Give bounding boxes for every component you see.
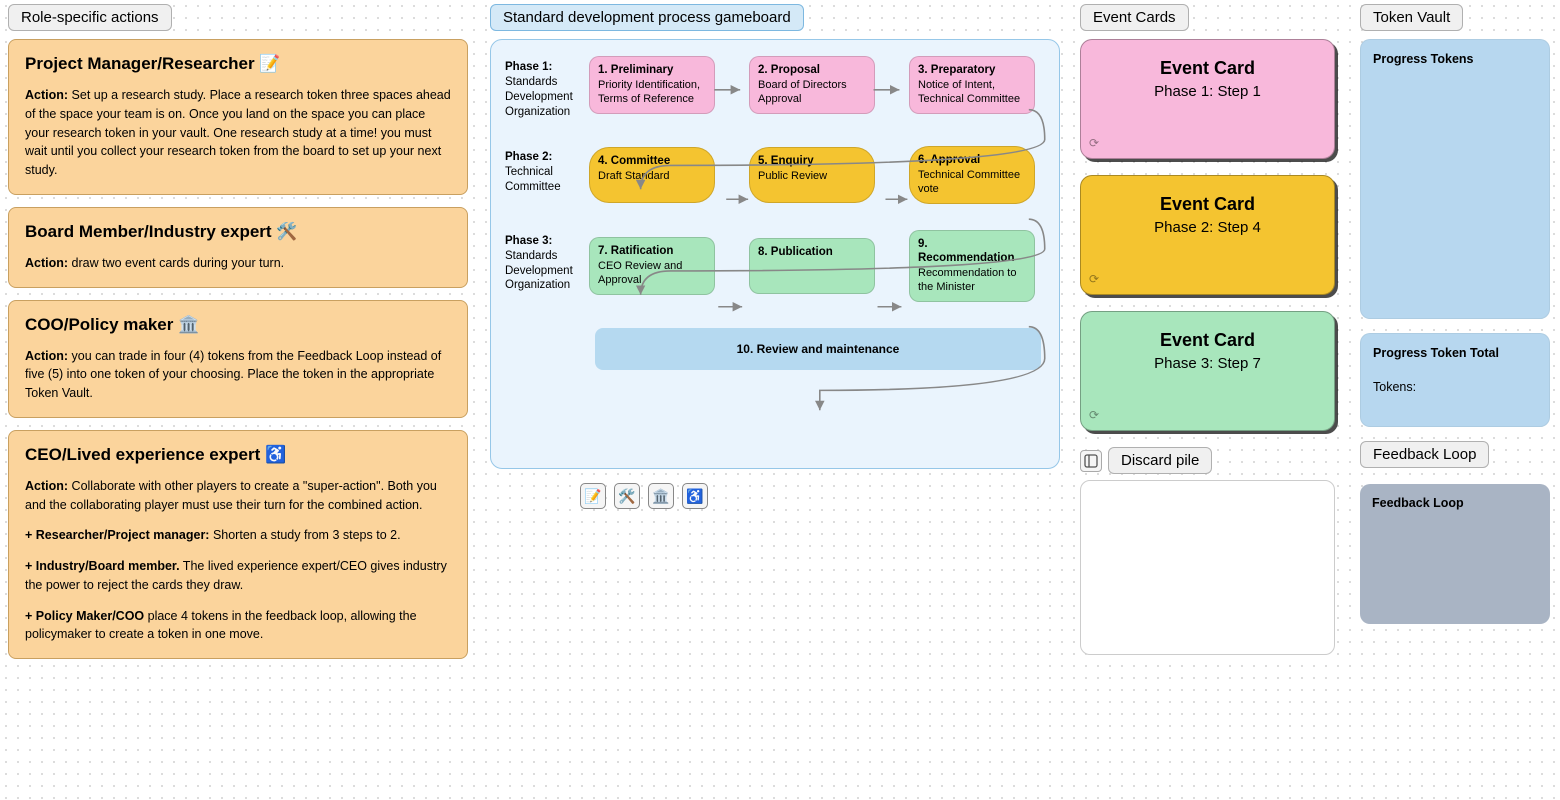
role-body: Action: Collaborate with other players t…: [25, 477, 451, 644]
process-node[interactable]: 2. ProposalBoard of Directors Approval: [749, 56, 875, 114]
process-node[interactable]: 8. Publication: [749, 238, 875, 294]
refresh-icon: ⟳: [1089, 408, 1099, 422]
feedback-loop-label: Feedback Loop: [1372, 496, 1464, 510]
feedback-loop-title: Feedback Loop: [1360, 441, 1489, 468]
phase-row: Phase 2:Technical Committee4. CommitteeD…: [505, 146, 1045, 204]
discard-pile-label: Discard pile: [1108, 447, 1212, 474]
process-node[interactable]: 3. PreparatoryNotice of Intent, Technica…: [909, 56, 1035, 114]
review-maintenance-node[interactable]: 10. Review and maintenance: [595, 328, 1041, 370]
event-card[interactable]: Event Card Phase 2: Step 4 ⟳: [1080, 175, 1335, 295]
progress-tokens-label: Progress Tokens: [1373, 52, 1474, 66]
role-title: Project Manager/Researcher 📝: [25, 54, 451, 74]
player-token-icon[interactable]: 📝: [580, 483, 606, 509]
phase-label: Phase 2:Technical Committee: [505, 146, 589, 195]
tokens-count-label: Tokens:: [1373, 380, 1537, 394]
phase-label: Phase 3:Standards Development Organizati…: [505, 230, 589, 294]
role-title: Board Member/Industry expert 🛠️: [25, 222, 451, 242]
discard-icon: [1080, 450, 1102, 472]
event-card-title: Event Card: [1091, 330, 1324, 351]
role-card[interactable]: Board Member/Industry expert 🛠️ Action: …: [8, 207, 468, 288]
phase-row: Phase 1:Standards Development Organizati…: [505, 56, 1045, 120]
process-node[interactable]: 7. RatificationCEO Review and Approval: [589, 237, 715, 295]
discard-pile-dropzone[interactable]: [1080, 480, 1335, 655]
role-body: Action: draw two event cards during your…: [25, 254, 451, 273]
player-token-row: 📝 🛠️ 🏛️ ♿: [580, 483, 1060, 509]
process-node[interactable]: 9. RecommendationRecommendation to the M…: [909, 230, 1035, 302]
discard-pile-section: Discard pile: [1080, 447, 1335, 655]
progress-token-total-box: Progress Token Total Tokens:: [1360, 333, 1550, 427]
role-body: Action: Set up a research study. Place a…: [25, 86, 451, 180]
process-node[interactable]: 4. CommitteeDraft Standard: [589, 147, 715, 203]
gameboard-title: Standard development process gameboard: [490, 4, 804, 31]
process-node[interactable]: 6. ApprovalTechnical Committee vote: [909, 146, 1035, 204]
event-card-subtitle: Phase 3: Step 7: [1091, 355, 1324, 372]
role-card[interactable]: Project Manager/Researcher 📝 Action: Set…: [8, 39, 468, 195]
role-card[interactable]: CEO/Lived experience expert ♿ Action: Co…: [8, 430, 468, 659]
player-token-icon[interactable]: ♿: [682, 483, 708, 509]
role-actions-title: Role-specific actions: [8, 4, 172, 31]
role-body: Action: you can trade in four (4) tokens…: [25, 347, 451, 403]
role-actions-panel: Role-specific actions Project Manager/Re…: [8, 4, 468, 671]
player-token-icon[interactable]: 🛠️: [614, 483, 640, 509]
event-card-title: Event Card: [1091, 58, 1324, 79]
process-node[interactable]: 1. PreliminaryPriority Identification, T…: [589, 56, 715, 114]
role-title: COO/Policy maker 🏛️: [25, 315, 451, 335]
event-card-title: Event Card: [1091, 194, 1324, 215]
event-card-subtitle: Phase 1: Step 1: [1091, 83, 1324, 100]
refresh-icon: ⟳: [1089, 136, 1099, 150]
phase-row: Phase 3:Standards Development Organizati…: [505, 230, 1045, 302]
event-card-subtitle: Phase 2: Step 4: [1091, 219, 1324, 236]
event-cards-panel: Event Cards Event Card Phase 1: Step 1 ⟳…: [1080, 4, 1335, 655]
event-card[interactable]: Event Card Phase 1: Step 1 ⟳: [1080, 39, 1335, 159]
role-title: CEO/Lived experience expert ♿: [25, 445, 451, 465]
phase-label: Phase 1:Standards Development Organizati…: [505, 56, 589, 120]
player-token-icon[interactable]: 🏛️: [648, 483, 674, 509]
gameboard-panel: Standard development process gameboard P…: [490, 4, 1060, 509]
feedback-loop-box[interactable]: Feedback Loop: [1360, 484, 1550, 624]
process-node[interactable]: 5. EnquiryPublic Review: [749, 147, 875, 203]
event-card[interactable]: Event Card Phase 3: Step 7 ⟳: [1080, 311, 1335, 431]
gameboard-body: Phase 1:Standards Development Organizati…: [490, 39, 1060, 469]
refresh-icon: ⟳: [1089, 272, 1099, 286]
role-card[interactable]: COO/Policy maker 🏛️ Action: you can trad…: [8, 300, 468, 418]
progress-total-label: Progress Token Total: [1373, 346, 1537, 360]
event-cards-title: Event Cards: [1080, 4, 1189, 31]
token-vault-panel: Token Vault Progress Tokens Progress Tok…: [1360, 4, 1550, 624]
progress-tokens-box[interactable]: Progress Tokens: [1360, 39, 1550, 319]
token-vault-title: Token Vault: [1360, 4, 1463, 31]
